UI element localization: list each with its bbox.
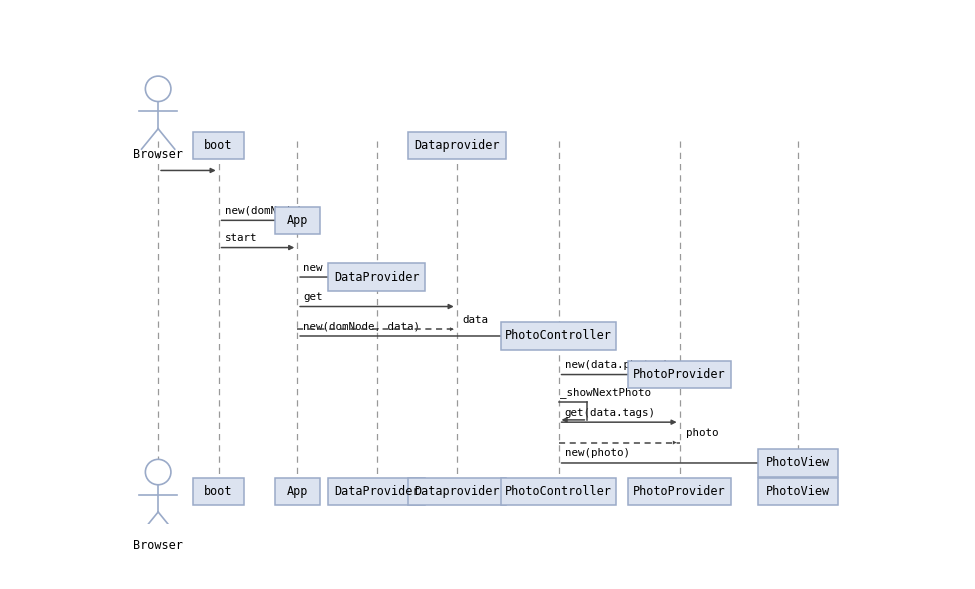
Text: photo: photo (685, 428, 718, 438)
FancyBboxPatch shape (275, 478, 320, 505)
Text: data: data (463, 315, 488, 325)
Text: new(data.photos): new(data.photos) (565, 360, 669, 370)
Text: PhotoView: PhotoView (766, 456, 831, 469)
FancyBboxPatch shape (193, 132, 244, 159)
FancyBboxPatch shape (501, 478, 616, 505)
Ellipse shape (145, 459, 171, 485)
Text: DataProvider: DataProvider (333, 270, 419, 283)
Text: Browser: Browser (134, 148, 183, 161)
Text: PhotoProvider: PhotoProvider (633, 368, 725, 381)
Text: Dataprovider: Dataprovider (413, 485, 499, 498)
Text: PhotoProvider: PhotoProvider (633, 485, 725, 498)
Text: get(data.tags): get(data.tags) (565, 408, 655, 418)
Text: new(domNode): new(domNode) (224, 206, 302, 216)
Text: new: new (303, 263, 323, 273)
Text: boot: boot (205, 139, 233, 152)
Text: PhotoController: PhotoController (505, 485, 612, 498)
FancyBboxPatch shape (275, 207, 320, 234)
Text: App: App (287, 485, 308, 498)
FancyBboxPatch shape (328, 263, 425, 290)
Text: App: App (287, 214, 308, 227)
Text: start: start (224, 233, 257, 243)
Text: PhotoController: PhotoController (505, 329, 612, 342)
Text: boot: boot (205, 485, 233, 498)
Text: new(domNode, data): new(domNode, data) (303, 322, 420, 332)
FancyBboxPatch shape (408, 132, 506, 159)
FancyBboxPatch shape (501, 322, 616, 350)
FancyBboxPatch shape (408, 478, 506, 505)
Text: _showNextPhoto: _showNextPhoto (560, 387, 651, 398)
Text: new(photo): new(photo) (565, 448, 630, 458)
FancyBboxPatch shape (628, 361, 731, 388)
Text: DataProvider: DataProvider (333, 485, 419, 498)
Text: Dataprovider: Dataprovider (413, 139, 499, 152)
FancyBboxPatch shape (193, 478, 244, 505)
FancyBboxPatch shape (328, 478, 425, 505)
Ellipse shape (145, 76, 171, 101)
FancyBboxPatch shape (628, 478, 731, 505)
Text: PhotoView: PhotoView (766, 485, 831, 498)
FancyBboxPatch shape (758, 449, 838, 477)
Text: Browser: Browser (134, 539, 183, 552)
FancyBboxPatch shape (758, 478, 838, 505)
Text: get: get (303, 292, 323, 302)
